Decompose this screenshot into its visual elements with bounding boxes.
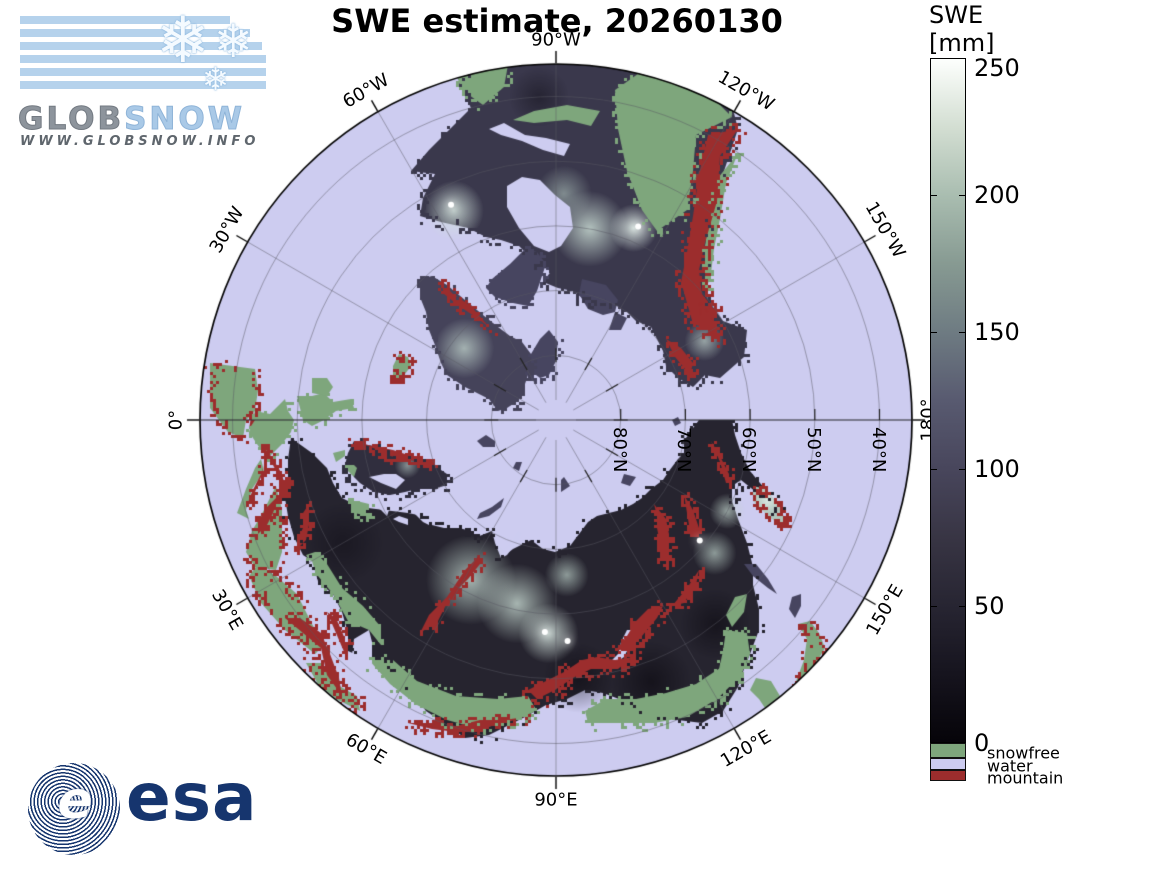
logo-stripe bbox=[20, 81, 266, 89]
lat-label-50n: 50°N bbox=[802, 427, 824, 473]
lat-label-60n: 60°N bbox=[738, 427, 760, 473]
esa-globe-icon: e bbox=[28, 763, 120, 855]
colorbar-title-line1: SWE bbox=[929, 1, 984, 29]
lat-label-70n: 70°N bbox=[673, 427, 695, 473]
colorbar-tick-mark bbox=[930, 195, 937, 196]
logo-stripe bbox=[20, 55, 266, 63]
logo-stripe bbox=[20, 68, 266, 76]
colorbar-tick-mark bbox=[959, 58, 966, 59]
colorbar-tick-mark bbox=[930, 606, 937, 607]
colorbar-tick-label-50: 50 bbox=[974, 592, 1005, 620]
snowflake-icon: ❄ bbox=[156, 4, 210, 78]
legend-label-snowfree: snowfree bbox=[987, 743, 1060, 762]
colorbar-tick-mark bbox=[959, 332, 966, 333]
esa-globe-letter: e bbox=[57, 771, 93, 831]
legend-label-water: water bbox=[987, 756, 1033, 776]
colorbar-tick-mark bbox=[930, 332, 937, 333]
lon-label-90w: 90°W bbox=[531, 29, 581, 51]
colorbar-tick-label-100: 100 bbox=[974, 455, 1020, 483]
colorbar-tick-label-250: 250 bbox=[974, 54, 1020, 82]
logo-stripe bbox=[20, 29, 250, 37]
logo-stripe bbox=[20, 16, 230, 24]
esa-wordmark: esa bbox=[126, 759, 258, 836]
page-title: SWE estimate, 20260130 bbox=[331, 2, 783, 40]
wordmark-snow: SNOW bbox=[124, 101, 245, 138]
colorbar-title-line2: [mm] bbox=[929, 28, 995, 57]
legend-swatch-water bbox=[930, 758, 966, 770]
colorbar-tick-label-200: 200 bbox=[974, 181, 1020, 209]
legend-label-mountain: mountain bbox=[987, 768, 1064, 787]
colorbar-tick-label-150: 150 bbox=[974, 318, 1020, 346]
colorbar-tick-mark bbox=[930, 58, 937, 59]
globsnow-url: WWW.GLOBSNOW.INFO bbox=[20, 134, 260, 149]
snowflake-icon: ❄ bbox=[214, 14, 253, 68]
colorbar-gradient bbox=[930, 58, 966, 743]
esa-logo: e esa bbox=[28, 763, 257, 858]
lat-label-80n: 80°N bbox=[608, 427, 630, 473]
lat-label-40n: 40°N bbox=[867, 427, 889, 473]
colorbar-tick-label-0: 0 bbox=[974, 729, 990, 757]
snowflake-icon: ❄ bbox=[202, 60, 229, 98]
globsnow-logo: ❄ ❄ ❄ GLOBSNOW WWW.GLOBSNOW.INFO bbox=[14, 4, 269, 149]
colorbar-tick-mark bbox=[959, 469, 966, 470]
colorbar-tick-mark bbox=[959, 195, 966, 196]
legend-swatch-mountain bbox=[930, 770, 966, 781]
logo-stripe bbox=[20, 42, 262, 50]
colorbar-tick-mark bbox=[930, 469, 937, 470]
lon-label-90e: 90°E bbox=[534, 789, 578, 811]
colorbar-title: SWE [mm] bbox=[929, 1, 995, 57]
globsnow-wordmark: GLOBSNOW bbox=[17, 101, 245, 138]
lon-label-0: 0° bbox=[165, 409, 187, 431]
legend-swatch-snowfree bbox=[930, 743, 966, 758]
wordmark-glob: GLOB bbox=[17, 101, 125, 138]
colorbar-tick-mark bbox=[959, 606, 966, 607]
